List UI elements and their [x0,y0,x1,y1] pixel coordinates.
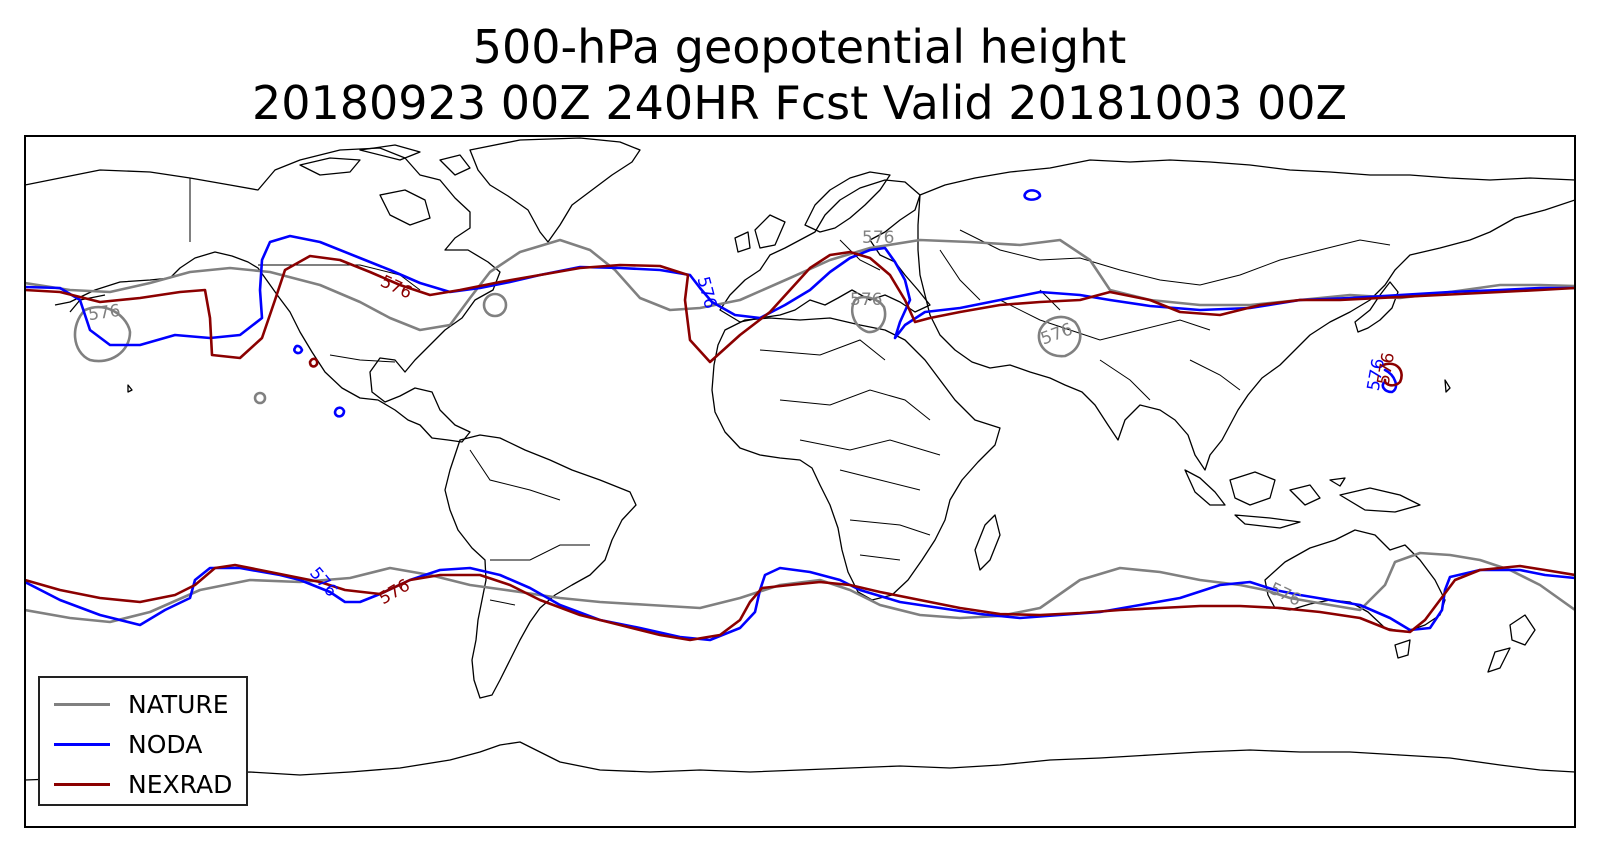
legend-swatch-nexrad [54,783,110,786]
contour-layer [25,189,1575,642]
coastline-small-islands [127,379,1451,487]
chart-title: 500-hPa geopotential height [472,20,1127,74]
coastline-antarctica [25,741,1575,781]
contour-nature-small-loop [253,391,267,405]
contour-nexrad-north [25,250,1575,364]
contour-nexrad-small-1 [308,357,319,368]
contour-nature-south [25,551,1575,624]
contour-nature-closed-east-pacific [73,305,132,363]
coastlines [25,137,1575,781]
legend-label-noda: NODA [128,730,203,759]
contour-nature-closed-mediterranean [850,295,887,334]
legend-item-nature: NATURE [40,684,246,724]
contour-nature-atlantic-loop [482,292,508,318]
coastline-asia [917,159,1575,471]
coastline-new-zealand [1487,614,1536,673]
contour-noda-north [25,234,1575,347]
legend-swatch-nature [54,703,110,706]
contour-label-nature: 576 [87,301,122,325]
coastline-greenland [469,137,641,243]
contour-nexrad-pacific-loop [1381,362,1403,387]
coastline-japan [1354,281,1399,333]
contour-noda-south [25,566,1575,642]
contour-noda-small-2 [293,344,304,355]
coastline-arctic-islands [299,144,471,226]
coastline-scandinavia [804,171,891,233]
legend-swatch-noda [54,743,110,746]
contour-noda-pacific-loop [1381,368,1398,394]
contour-label-nature: 576 [862,228,894,248]
contour-nexrad-south [25,563,1575,642]
legend-item-noda: NODA [40,724,246,764]
coastline-south-america [444,434,637,699]
map-frame [24,135,1576,828]
contour-label-nature: 576 [850,290,882,310]
coastline-indonesia [1184,469,1421,529]
contour-nature-closed-central-asia [1037,315,1082,358]
chart-subtitle: 20180923 00Z 240HR Fcst Valid 20181003 0… [251,76,1348,130]
legend: NATURE NODA NEXRAD [38,676,248,806]
country-borders [189,178,1391,606]
legend-label-nexrad: NEXRAD [128,770,233,799]
contour-noda-small-1 [1023,189,1042,201]
contour-noda-small-3 [333,406,346,418]
legend-label-nature: NATURE [128,690,229,719]
legend-item-nexrad: NEXRAD [40,764,246,804]
